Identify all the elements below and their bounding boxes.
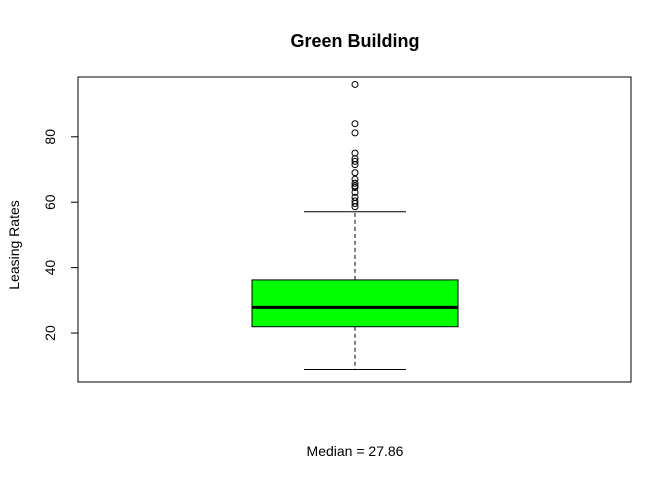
y-tick-label-40: 40 xyxy=(42,260,58,276)
y-axis-label: Leasing Rates xyxy=(6,200,22,290)
outlier-point-3 xyxy=(351,193,359,201)
outlier-point-11 xyxy=(351,157,359,165)
outlier-point-14 xyxy=(351,129,359,137)
outlier-point-9 xyxy=(351,169,359,177)
x-axis-label: Median = 27.86 xyxy=(307,443,404,459)
y-axis: 20 40 60 80 xyxy=(42,129,79,341)
outlier-point-15 xyxy=(351,120,359,128)
outlier-point-8 xyxy=(351,175,359,183)
chart-title: Green Building xyxy=(290,31,419,51)
box-plot xyxy=(251,211,459,370)
y-tick-label-60: 60 xyxy=(42,194,58,210)
outlier-point-4 xyxy=(351,188,359,196)
iqr-box xyxy=(251,279,459,328)
y-tick-label-20: 20 xyxy=(42,325,58,341)
outlier-point-6 xyxy=(351,182,359,190)
outlier-point-13 xyxy=(351,149,359,157)
outlier-point-7 xyxy=(351,179,359,187)
outlier-point-2 xyxy=(351,197,359,205)
outlier-points xyxy=(351,80,359,211)
outlier-point-16 xyxy=(351,80,359,88)
y-tick-label-80: 80 xyxy=(42,129,58,145)
